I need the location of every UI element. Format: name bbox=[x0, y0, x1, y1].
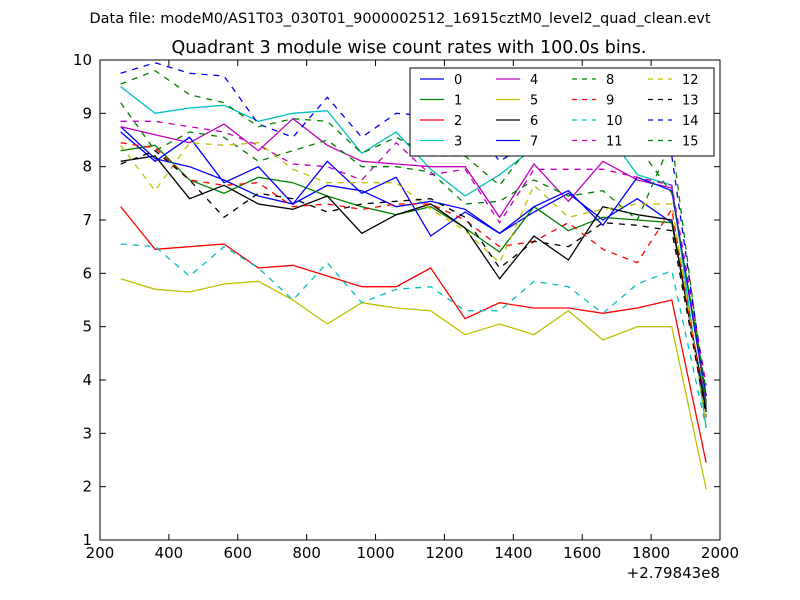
legend-label: 3 bbox=[454, 135, 462, 150]
x-tick-label: 200 bbox=[86, 544, 115, 562]
legend-box bbox=[409, 67, 715, 157]
y-tick-label: 9 bbox=[82, 104, 92, 122]
x-tick-label: 1400 bbox=[494, 544, 532, 562]
series-line-6 bbox=[120, 155, 707, 413]
x-tick-label: 1600 bbox=[563, 544, 601, 562]
legend-item: 6 bbox=[496, 114, 538, 129]
legend-item: 8 bbox=[572, 73, 614, 88]
series-line-0 bbox=[120, 126, 707, 407]
series-line-12 bbox=[120, 142, 707, 423]
legend-item: 9 bbox=[572, 94, 614, 109]
x-tick-label: 1800 bbox=[632, 544, 670, 562]
legend-label: 13 bbox=[682, 94, 699, 109]
legend-label: 15 bbox=[682, 135, 699, 150]
legend-item: 1 bbox=[420, 94, 462, 109]
series-line-4 bbox=[120, 117, 707, 402]
series-line-15 bbox=[120, 69, 707, 391]
legend-label: 5 bbox=[530, 94, 538, 109]
x-tick-label: 1000 bbox=[356, 544, 394, 562]
legend-label: 2 bbox=[454, 114, 462, 129]
series-line-5 bbox=[120, 278, 707, 490]
legend-item: 15 bbox=[648, 135, 699, 150]
y-tick-label: 3 bbox=[82, 424, 92, 442]
legend-item: 2 bbox=[420, 114, 462, 129]
legend-item: 5 bbox=[496, 94, 538, 109]
legend-item: 0 bbox=[420, 73, 462, 88]
legend-label: 14 bbox=[682, 114, 699, 129]
legend-label: 12 bbox=[682, 73, 699, 88]
x-axis: 200 400 600 800 1000 1200 1400 1600 1800 2000 bbox=[86, 60, 739, 562]
series-line-11 bbox=[120, 120, 707, 386]
series-line-2 bbox=[120, 206, 707, 463]
legend-label: 7 bbox=[530, 135, 538, 150]
legend-item: 11 bbox=[572, 135, 623, 150]
legend-item: 3 bbox=[420, 135, 462, 150]
plot-frame bbox=[99, 59, 721, 541]
x-tick-label: 2000 bbox=[701, 544, 739, 562]
legend-label: 11 bbox=[606, 135, 623, 150]
y-tick-label: 7 bbox=[82, 211, 92, 229]
legend-label: 9 bbox=[606, 94, 614, 109]
chart-suptitle: Data file: modeM0/AS1T03_030T01_90000025… bbox=[89, 11, 710, 27]
x-tick-label: 400 bbox=[155, 544, 184, 562]
y-tick-label: 2 bbox=[82, 478, 92, 496]
legend-item: 14 bbox=[648, 114, 699, 129]
y-tick-label: 4 bbox=[82, 371, 92, 389]
legend-label: 6 bbox=[530, 114, 538, 129]
legend-label: 0 bbox=[454, 73, 462, 88]
legend-item: 4 bbox=[496, 73, 538, 88]
legend-item: 7 bbox=[496, 135, 538, 150]
legend-label: 8 bbox=[606, 73, 614, 88]
legend-item: 10 bbox=[572, 114, 623, 129]
x-tick-label: 800 bbox=[292, 544, 321, 562]
y-tick-label: 6 bbox=[82, 264, 92, 282]
series-line-9 bbox=[120, 142, 707, 418]
x-tick-label: 1200 bbox=[425, 544, 463, 562]
y-tick-label: 1 bbox=[82, 531, 92, 549]
chart-title: Quadrant 3 module wise count rates with … bbox=[172, 38, 647, 58]
series-line-10 bbox=[120, 243, 707, 429]
y-tick-label: 5 bbox=[82, 318, 92, 336]
legend-label: 1 bbox=[454, 94, 462, 109]
legend-item: 13 bbox=[648, 94, 699, 109]
legend-item: 12 bbox=[648, 73, 699, 88]
x-tick-label: 600 bbox=[223, 544, 252, 562]
legend-label: 4 bbox=[530, 73, 538, 88]
legend-label: 10 bbox=[606, 114, 623, 129]
series-line-13 bbox=[120, 149, 707, 415]
series-line-7 bbox=[120, 131, 707, 397]
x-offset-label: +2.79843e8 bbox=[627, 564, 720, 582]
y-tick-label: 8 bbox=[82, 158, 92, 176]
y-tick-label: 10 bbox=[73, 51, 92, 69]
